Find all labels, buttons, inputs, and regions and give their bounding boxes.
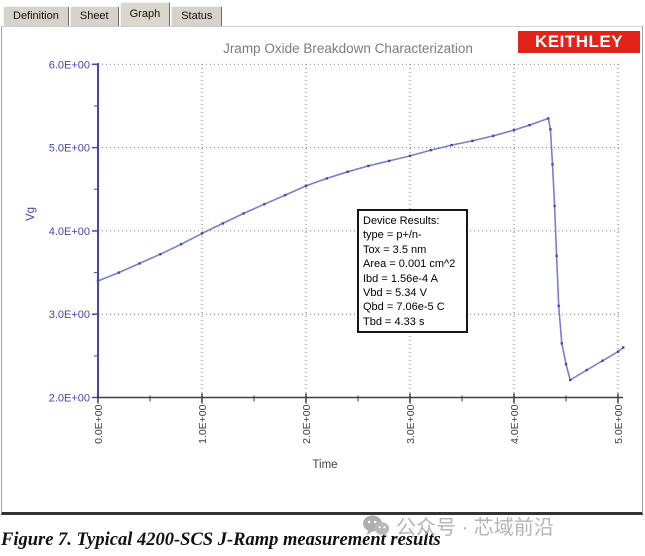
data-point-marker xyxy=(601,359,604,362)
data-point-marker xyxy=(138,262,141,265)
data-point-marker xyxy=(367,164,370,168)
y-axis-tick-label: 5.0E+00 xyxy=(49,143,90,155)
keithley-logo: KEITHLEY xyxy=(518,31,640,53)
data-point-marker xyxy=(622,346,625,349)
device-results-line: Ibd = 1.56e-4 A xyxy=(363,272,438,285)
data-point-marker xyxy=(117,271,120,274)
data-point-marker xyxy=(564,363,568,366)
device-results-line: Tbd = 4.33 s xyxy=(363,315,425,328)
device-results-line: Tox = 3.5 nm xyxy=(363,243,427,256)
tab-bar: Definition Sheet Graph Status xyxy=(3,2,223,26)
x-axis-tick-label: 4.0E+00 xyxy=(509,404,521,444)
data-point-marker xyxy=(512,128,516,132)
device-results-line: type = p+/n- xyxy=(363,229,422,242)
y-axis-tick-label: 2.0E+00 xyxy=(49,393,90,405)
data-point-marker xyxy=(242,212,245,215)
wechat-icon xyxy=(363,515,390,537)
data-point-marker xyxy=(325,177,328,180)
watermark-text: 公众号 · 芯域前沿 xyxy=(396,517,554,539)
device-results-line: Vbd = 5.34 V xyxy=(363,287,427,300)
data-point-marker xyxy=(616,350,620,353)
data-point-marker xyxy=(304,184,308,188)
data-point-marker xyxy=(551,163,554,166)
data-point-marker xyxy=(284,193,287,197)
data-point-marker xyxy=(492,134,495,138)
data-point-marker xyxy=(557,304,560,308)
tab-graph[interactable]: Graph xyxy=(119,2,171,26)
data-point-marker xyxy=(450,143,453,147)
data-point-marker xyxy=(408,154,412,158)
data-point-marker xyxy=(388,159,391,163)
data-point-marker xyxy=(555,254,558,258)
y-axis-tick-label: 4.0E+00 xyxy=(49,226,90,238)
data-point-marker xyxy=(221,222,224,225)
tab-sheet[interactable]: Sheet xyxy=(69,6,119,26)
data-point-marker xyxy=(96,279,100,283)
device-results-line: Qbd = 7.06e-5 C xyxy=(363,301,445,314)
x-axis-tick-label: 3.0E+00 xyxy=(405,404,417,444)
data-point-marker xyxy=(159,253,162,256)
data-point-marker xyxy=(569,378,572,382)
data-point-marker xyxy=(553,204,556,208)
data-point-marker xyxy=(263,203,266,206)
data-point-marker xyxy=(346,170,349,173)
tab-status[interactable]: Status xyxy=(171,6,223,26)
data-point-marker xyxy=(549,128,552,131)
device-results-box: Device Results: type = p+/n- Tox = 3.5 n… xyxy=(357,209,468,334)
data-point-marker xyxy=(560,342,563,345)
data-point-marker xyxy=(429,148,432,152)
data-point-marker xyxy=(180,243,183,246)
watermark: 公众号 · 芯域前沿 xyxy=(362,511,554,540)
device-results-line: Area = 0.001 cm^2 xyxy=(363,258,456,271)
figure-caption: Figure 7. Typical 4200-SCS J-Ramp measur… xyxy=(1,530,441,550)
y-axis-title: Vg xyxy=(25,207,37,221)
data-point-marker xyxy=(200,232,204,235)
data-point-marker xyxy=(547,117,550,120)
x-axis-tick-label: 0.0E+00 xyxy=(93,404,105,444)
data-point-marker xyxy=(528,123,531,127)
y-axis-tick-label: 6.0E+00 xyxy=(49,59,90,71)
x-axis-title: Time xyxy=(312,459,337,471)
device-results-line: Device Results: xyxy=(363,215,440,227)
graph-tab-page xyxy=(1,26,643,515)
tab-definition[interactable]: Definition xyxy=(3,6,69,26)
x-axis-tick-label: 5.0E+00 xyxy=(613,404,625,444)
x-axis-tick-label: 1.0E+00 xyxy=(197,404,209,444)
chart-title: Jramp Oxide Breakdown Characterization xyxy=(223,41,473,56)
data-point-marker xyxy=(585,368,588,372)
x-axis-tick-label: 2.0E+00 xyxy=(301,404,313,444)
data-point-marker xyxy=(471,139,474,143)
y-axis-tick-label: 3.0E+00 xyxy=(49,309,90,321)
